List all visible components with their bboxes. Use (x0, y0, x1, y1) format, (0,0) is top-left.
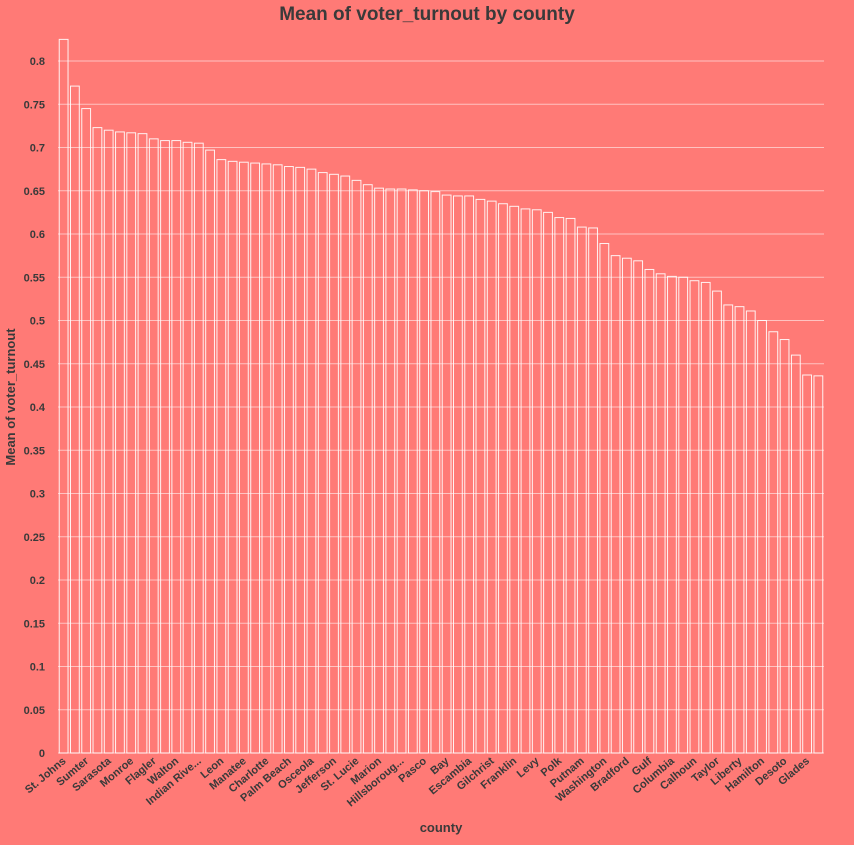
bar[interactable] (723, 304, 734, 754)
y-tick-label: 0.8 (30, 56, 45, 68)
bar[interactable] (633, 260, 644, 754)
bar[interactable] (802, 374, 813, 754)
x-axis-label: county (420, 820, 463, 835)
bar[interactable] (588, 227, 598, 754)
y-tick-label: 0.75 (24, 99, 45, 111)
bar[interactable] (486, 200, 497, 754)
y-tick-label: 0.45 (24, 359, 45, 371)
bar[interactable] (610, 255, 621, 754)
bar[interactable] (317, 172, 328, 754)
bar[interactable] (700, 281, 711, 754)
y-tick-label: 0.6 (30, 229, 45, 241)
bar[interactable] (407, 189, 418, 754)
bar[interactable] (712, 290, 722, 754)
bar[interactable] (464, 195, 475, 754)
x-tick-label: Levy (515, 755, 543, 781)
bar[interactable] (216, 159, 227, 754)
bar[interactable] (430, 191, 441, 754)
bar[interactable] (238, 161, 249, 754)
y-tick-label: 0.3 (30, 489, 45, 501)
y-tick-label: 0.65 (24, 186, 45, 198)
bar[interactable] (621, 257, 632, 754)
y-tick-label: 0 (39, 748, 45, 760)
x-axis-ticks: St. JohnsSumterSarasotaMonroeFlaglerWalt… (23, 755, 812, 810)
bar[interactable] (790, 354, 801, 754)
bar[interactable] (543, 211, 553, 754)
bar[interactable] (182, 141, 193, 754)
y-tick-label: 0.7 (30, 143, 45, 155)
bar[interactable] (351, 179, 362, 754)
bar[interactable] (813, 375, 824, 754)
bar[interactable] (193, 142, 204, 754)
bar[interactable] (678, 276, 689, 754)
bar[interactable] (92, 127, 103, 754)
bar[interactable] (520, 208, 531, 754)
bar[interactable] (374, 187, 384, 754)
y-tick-label: 0.55 (24, 272, 45, 284)
bar[interactable] (148, 138, 159, 754)
bar[interactable] (757, 320, 767, 754)
bar[interactable] (745, 310, 756, 754)
chart-title: Mean of voter_turnout by county (279, 4, 575, 25)
bar[interactable] (734, 306, 745, 754)
bar[interactable] (509, 205, 520, 754)
bars (58, 38, 824, 754)
bar[interactable] (340, 175, 351, 754)
bar[interactable] (160, 140, 170, 754)
bar[interactable] (171, 140, 182, 754)
bar[interactable] (205, 149, 215, 754)
bar[interactable] (419, 190, 429, 754)
bar[interactable] (115, 131, 125, 754)
bar[interactable] (250, 162, 261, 754)
bar[interactable] (261, 163, 272, 754)
bar[interactable] (768, 331, 779, 754)
y-axis-label: Mean of voter_turnout (3, 328, 18, 466)
bar[interactable] (284, 166, 294, 754)
bar[interactable] (227, 160, 238, 754)
y-tick-label: 0.2 (30, 575, 45, 587)
y-tick-label: 0.1 (30, 662, 45, 674)
bar[interactable] (475, 198, 486, 754)
bar[interactable] (441, 194, 452, 754)
bar[interactable] (644, 268, 655, 754)
bar[interactable] (81, 108, 92, 754)
bar[interactable] (576, 226, 587, 754)
bar[interactable] (531, 209, 542, 754)
bar[interactable] (554, 217, 565, 754)
bar[interactable] (126, 132, 137, 754)
bar[interactable] (362, 184, 373, 754)
bar[interactable] (667, 275, 677, 754)
bar[interactable] (306, 168, 317, 754)
y-tick-label: 0.5 (30, 316, 45, 328)
y-axis-ticks: 0 0.05 0.1 0.15 0.2 0.25 0.3 0.35 0.4 0.45 0.5 0.55… (24, 56, 46, 760)
bar[interactable] (272, 164, 283, 754)
y-tick-label: 0.15 (24, 618, 45, 630)
y-tick-label: 0.35 (24, 445, 45, 457)
bar[interactable] (453, 195, 463, 754)
bar[interactable] (599, 243, 610, 754)
bar[interactable] (103, 129, 114, 754)
bar[interactable] (689, 280, 700, 754)
bar[interactable] (779, 339, 790, 754)
bar[interactable] (137, 133, 148, 754)
bar[interactable] (295, 166, 306, 754)
y-tick-label: 0.05 (24, 705, 45, 717)
bar[interactable] (329, 173, 339, 754)
bar[interactable] (58, 38, 69, 754)
bar[interactable] (498, 203, 508, 754)
y-tick-label: 0.4 (30, 402, 46, 414)
grid-lines (58, 60, 824, 754)
y-tick-label: 0.25 (24, 532, 45, 544)
bar[interactable] (70, 85, 80, 754)
bar[interactable] (396, 188, 407, 754)
bar[interactable] (565, 217, 576, 754)
bar[interactable] (655, 273, 666, 754)
bar[interactable] (385, 188, 396, 754)
